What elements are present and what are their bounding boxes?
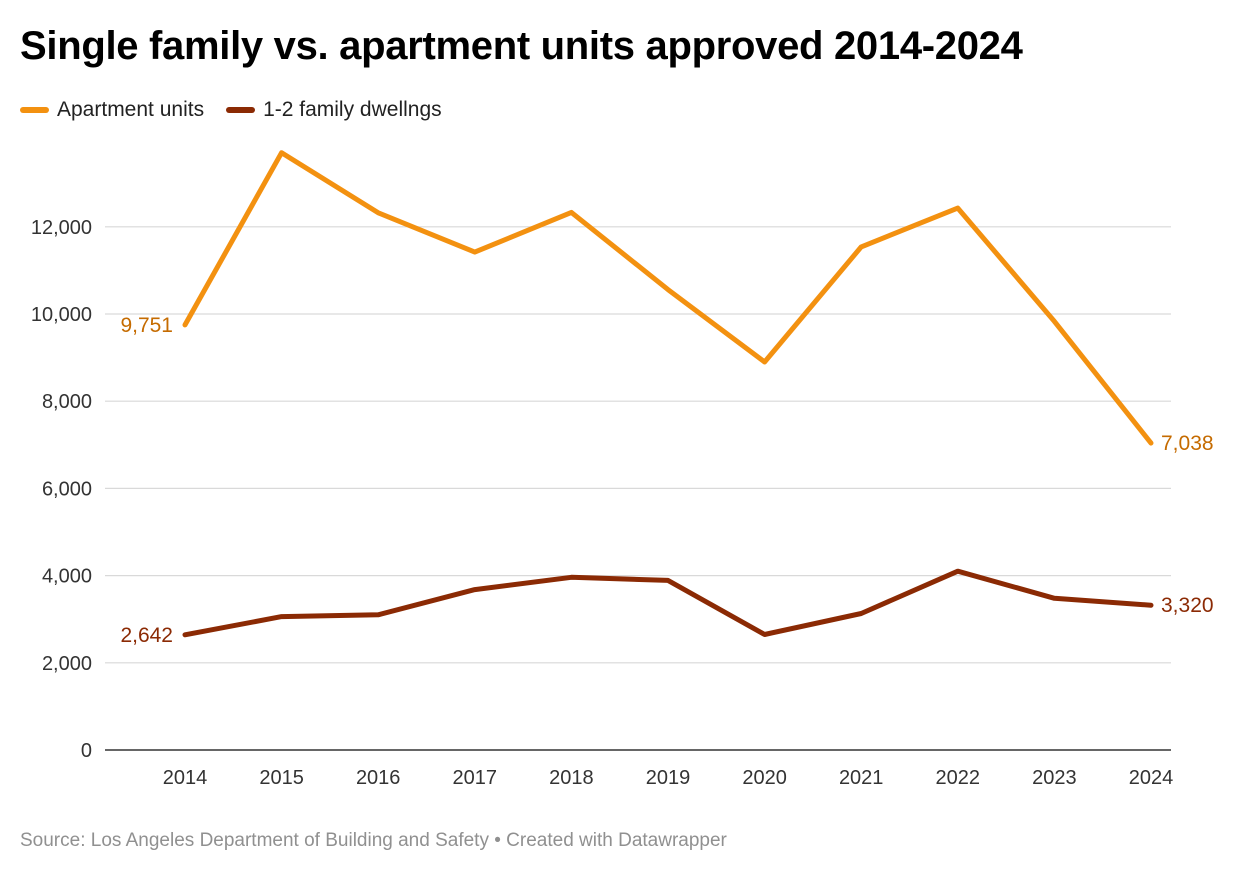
x-tick-label: 2021 [839, 767, 884, 789]
x-tick-label: 2022 [936, 767, 981, 789]
series-start-label: 2,642 [120, 624, 173, 647]
x-tick-label: 2023 [1032, 767, 1077, 789]
x-tick-label: 2017 [453, 767, 498, 789]
x-tick-label: 2024 [1129, 767, 1174, 789]
series-line-family-dwellings [182, 568, 1154, 638]
legend-swatch-family-dwellings [226, 107, 256, 113]
legend-item-apartment-units: Apartment units [20, 98, 204, 122]
y-tick-label: 6,000 [42, 478, 92, 500]
y-tick-label: 8,000 [42, 391, 92, 413]
legend: Apartment units 1-2 family dwellngs [20, 96, 464, 124]
chart-title: Single family vs. apartment units approv… [20, 24, 1023, 68]
series-end-label: 3,320 [1161, 594, 1214, 617]
series-start-label: 9,751 [120, 314, 173, 337]
series-end-label: 7,038 [1161, 432, 1214, 455]
x-tick-label: 2016 [356, 767, 401, 789]
x-tick-label: 2014 [163, 767, 208, 789]
y-tick-label: 2,000 [42, 653, 92, 675]
y-tick-label: 4,000 [42, 566, 92, 588]
series-line-apartment-units [182, 150, 1154, 446]
y-tick-label: 12,000 [31, 217, 92, 239]
legend-label-apartment-units: Apartment units [57, 98, 205, 121]
x-tick-label: 2015 [259, 767, 304, 789]
source-footer: Source: Los Angeles Department of Buildi… [20, 830, 727, 851]
y-tick-label: 10,000 [31, 304, 92, 326]
legend-swatch-apartment-units [20, 107, 49, 113]
x-tick-label: 2018 [549, 767, 594, 789]
x-tick-label: 2020 [742, 767, 787, 789]
y-tick-label: 0 [81, 740, 92, 762]
legend-label-family-dwellings: 1-2 family dwellngs [263, 98, 442, 121]
legend-item-family-dwellings: 1-2 family dwellngs [226, 98, 442, 122]
x-tick-label: 2019 [646, 767, 691, 789]
